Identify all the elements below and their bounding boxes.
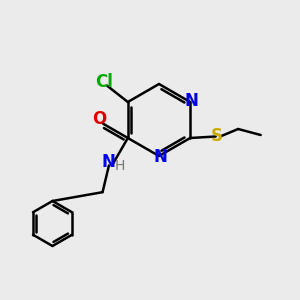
Text: N: N bbox=[101, 153, 115, 171]
Text: S: S bbox=[210, 127, 222, 145]
Text: H: H bbox=[114, 159, 124, 173]
Text: N: N bbox=[154, 148, 167, 166]
Text: Cl: Cl bbox=[95, 73, 113, 91]
Text: O: O bbox=[92, 110, 107, 128]
Text: N: N bbox=[185, 92, 199, 110]
